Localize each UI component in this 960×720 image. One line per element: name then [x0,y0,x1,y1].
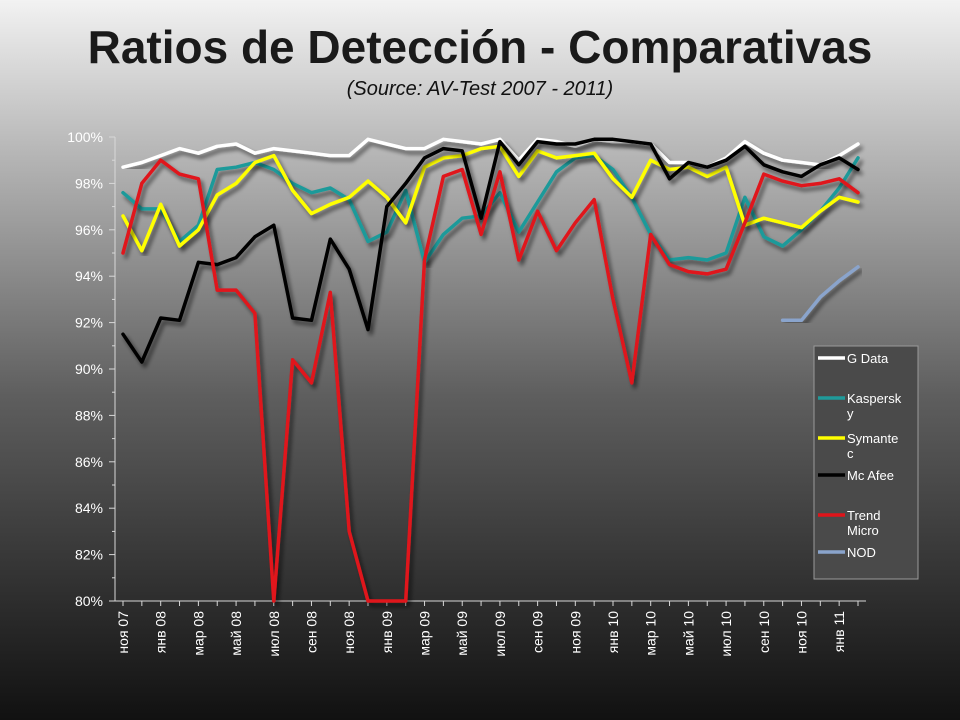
y-tick-label: 94% [75,268,103,284]
x-tick-label: сен 08 [303,611,319,653]
x-tick-label: июл 10 [718,611,734,657]
x-tick-label: янв 09 [379,611,395,653]
x-tick-label: мар 09 [417,611,433,656]
legend-label-symantec: Symante c [847,431,898,461]
legend-label-g-data: G Data [847,351,889,366]
y-tick-label: 92% [75,315,103,331]
series-line-mc-afee [121,137,860,364]
y-tick-label: 84% [75,500,103,516]
x-tick-label: сен 09 [530,611,546,653]
legend-label-mc-afee: Mc Afee [847,468,894,483]
legend-label-nod: NOD [847,545,876,560]
y-tick-label: 98% [75,175,103,191]
series-line-symantec [121,144,860,253]
x-tick-label: янв 11 [831,611,847,652]
x-tick-label: ноя 08 [341,611,357,654]
x-tick-label: мар 08 [190,611,206,656]
y-tick-label: 88% [75,407,103,423]
x-tick-label: ноя 09 [567,611,583,654]
x-tick-label: май 08 [228,611,244,656]
legend: G Data Kaspersk y Symante c Mc Afee Trend Micro… [813,345,919,580]
x-tick-label: июл 09 [492,611,508,657]
y-tick-label: 90% [75,361,103,377]
x-tick-label: май 10 [680,611,696,656]
series-line-nod [780,265,860,323]
y-tick-label: 82% [75,547,103,563]
chart-subtitle: (Source: AV-Test 2007 - 2011) [346,78,614,100]
series-line-trendmicro [121,158,860,603]
x-tick-label: ноя 07 [115,611,131,654]
chart-title: Ratios de Detección - Comparativas [87,21,873,73]
axes: 80% 82% 84% 86% 88% 90% 92% 94% 96% 98% 100% ноя 07… [67,129,866,657]
legend-label-kaspersky: Kaspersk y [847,391,902,421]
x-tick-label: май 09 [454,611,470,656]
x-tick-label: июл 08 [266,611,282,657]
x-tick-label: янв 08 [153,611,169,653]
y-tick-label: 80% [75,593,103,609]
y-tick-label: 86% [75,454,103,470]
legend-label-trendmicro: Trend Micro [847,508,880,538]
legend-box [813,345,919,580]
y-tick-label: 96% [75,222,103,238]
series-layer [121,137,860,603]
x-tick-label: сен 10 [756,611,772,653]
x-tick-label: ноя 10 [793,611,809,654]
x-tick-label: мар 10 [643,611,659,656]
y-tick-label: 100% [67,129,103,145]
x-tick-label: янв 10 [605,611,621,653]
series-line-g-data [121,137,860,169]
